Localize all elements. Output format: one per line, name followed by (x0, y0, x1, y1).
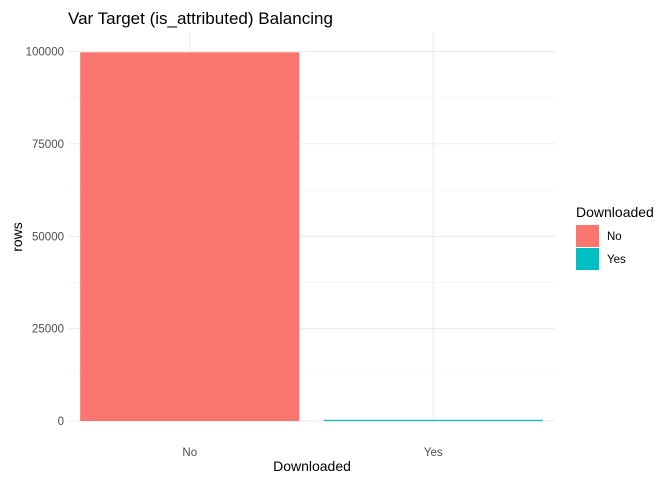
legend-items: No Yes (576, 225, 626, 270)
x-tick-label: No (182, 447, 197, 459)
x-tick-label: Yes (424, 447, 443, 459)
y-axis-title: rows (9, 222, 25, 252)
legend-label: No (607, 231, 622, 243)
legend-key-yes (576, 248, 599, 270)
y-tick-label: 0 (58, 416, 64, 428)
y-tick-label: 50000 (32, 231, 64, 243)
y-tick-label: 25000 (32, 324, 64, 336)
legend-label: Yes (607, 254, 626, 266)
bar-no (80, 52, 300, 421)
legend-key-no (576, 225, 599, 247)
bar-yes (323, 419, 543, 421)
chart-title: Var Target (is_attributed) Balancing (68, 9, 333, 28)
y-tick-label: 75000 (32, 139, 64, 151)
bars (80, 52, 543, 421)
x-axis-ticks: No Yes (182, 447, 442, 459)
y-tick-label: 100000 (26, 47, 64, 59)
x-axis-title: Downloaded (273, 458, 351, 474)
legend: Downloaded No Yes (576, 204, 654, 270)
plot-panel (68, 33, 555, 422)
y-axis-ticks: 0 25000 50000 75000 100000 (26, 47, 64, 429)
legend-title: Downloaded (576, 204, 654, 220)
